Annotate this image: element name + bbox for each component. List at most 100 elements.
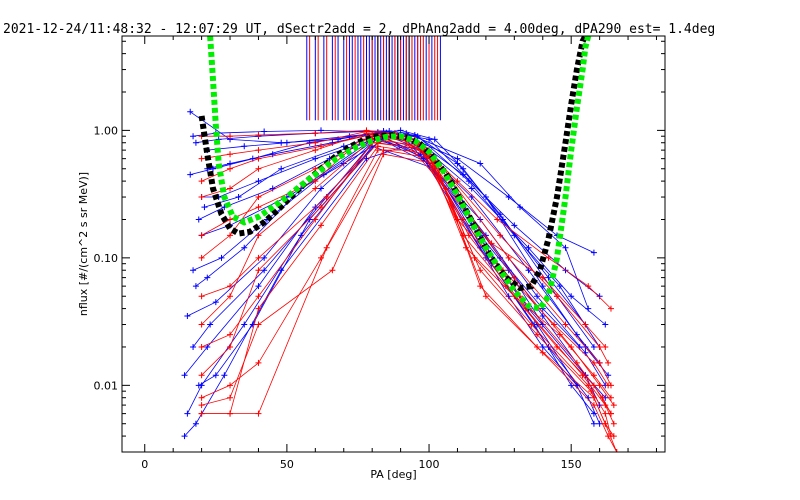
data-point — [605, 382, 612, 389]
data-point — [198, 254, 205, 261]
data-point — [207, 321, 214, 328]
data-point — [534, 331, 541, 338]
data-point — [241, 321, 248, 328]
data-point — [602, 410, 609, 417]
data-point — [235, 194, 242, 201]
y-axis-label: nflux [#/(cm^2 s sr MeV)] — [77, 172, 90, 316]
data-point — [241, 143, 248, 150]
y-tick-label: 0.10 — [94, 252, 119, 265]
data-point — [209, 165, 216, 172]
plot-frame — [121, 35, 666, 453]
data-point — [610, 420, 617, 427]
data-point — [590, 394, 597, 401]
data-point — [590, 343, 597, 350]
data-point — [312, 178, 319, 185]
data-point — [465, 178, 472, 185]
data-point — [494, 216, 501, 223]
data-point — [374, 147, 381, 154]
data-point — [198, 394, 205, 401]
data-point — [227, 160, 234, 167]
x-tick-label: 150 — [561, 458, 582, 471]
data-point — [539, 274, 546, 281]
data-point — [255, 147, 262, 154]
data-point — [602, 343, 609, 350]
data-point — [312, 139, 319, 146]
data-point — [590, 382, 597, 389]
data-point — [255, 131, 262, 138]
data-point — [497, 232, 504, 239]
data-point — [227, 133, 234, 140]
data-point — [488, 240, 495, 247]
data-point — [255, 254, 262, 261]
chart-title: 2021-12-24/11:48:32 - 12:07:29 UT, dSect… — [3, 22, 715, 37]
data-point — [443, 185, 450, 192]
data-point — [605, 433, 612, 440]
data-point — [573, 359, 580, 366]
data-point — [380, 151, 387, 158]
data-point — [198, 178, 205, 185]
data-point — [181, 433, 188, 440]
data-point — [227, 283, 234, 290]
data-point — [198, 372, 205, 379]
data-point — [255, 410, 262, 417]
data-point — [255, 165, 262, 172]
data-point — [460, 216, 467, 223]
data-point — [227, 151, 234, 158]
data-point — [610, 433, 617, 440]
data-point — [318, 222, 325, 229]
data-point — [255, 293, 262, 300]
data-point — [602, 402, 609, 409]
data-point — [201, 204, 208, 211]
data-point — [585, 382, 592, 389]
data-point — [227, 331, 234, 338]
data-point — [212, 372, 219, 379]
data-point — [568, 382, 575, 389]
data-point — [568, 293, 575, 300]
data-point — [539, 349, 546, 356]
data-point — [198, 410, 205, 417]
data-point — [318, 254, 325, 261]
data-point — [482, 293, 489, 300]
data-point — [198, 343, 205, 350]
data-point — [596, 420, 603, 427]
data-point — [511, 274, 518, 281]
data-point — [346, 133, 353, 140]
data-point — [505, 254, 512, 261]
data-point — [198, 232, 205, 239]
data-point — [363, 155, 370, 162]
data-point — [181, 372, 188, 379]
data-point — [261, 128, 268, 135]
data-point — [602, 321, 609, 328]
data-point — [318, 127, 325, 134]
data-point — [329, 267, 336, 274]
data-point — [590, 372, 597, 379]
data-point — [198, 321, 205, 328]
data-point — [187, 108, 194, 115]
data-point — [227, 343, 234, 350]
data-point — [278, 165, 285, 172]
data-point — [212, 299, 219, 306]
data-point — [195, 216, 202, 223]
data-point — [218, 254, 225, 261]
data-point — [312, 155, 319, 162]
x-tick-label: 100 — [419, 458, 440, 471]
data-point — [269, 185, 276, 192]
data-point — [312, 130, 319, 137]
data-point — [192, 420, 199, 427]
data-point — [556, 283, 563, 290]
data-point — [585, 305, 592, 312]
distribution-line — [184, 138, 595, 414]
data-point — [227, 382, 234, 389]
data-point — [204, 274, 211, 281]
data-point — [588, 388, 595, 395]
data-point — [556, 331, 563, 338]
data-point — [312, 185, 319, 192]
data-point — [511, 222, 518, 229]
data-point — [241, 244, 248, 251]
data-point — [198, 194, 205, 201]
data-point — [312, 216, 319, 223]
data-point — [227, 394, 234, 401]
data-point — [610, 402, 617, 409]
data-point — [198, 402, 205, 409]
